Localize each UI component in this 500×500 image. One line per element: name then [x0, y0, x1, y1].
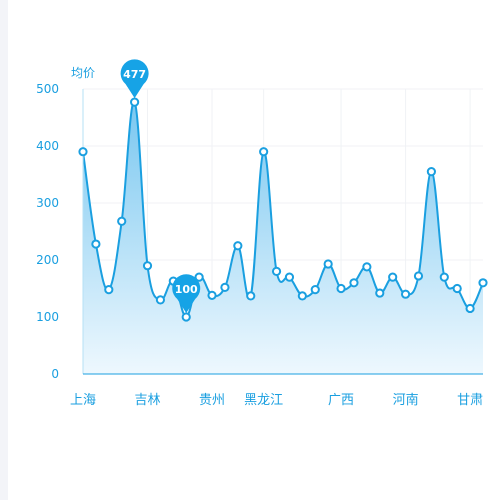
pin-shape	[172, 274, 201, 313]
data-point	[310, 285, 320, 295]
data-point	[142, 261, 153, 271]
data-point	[78, 147, 88, 157]
data-point	[259, 147, 269, 157]
data-point	[426, 167, 436, 177]
data-point	[362, 262, 372, 272]
y-tick-label: 0	[51, 367, 59, 381]
data-point	[439, 272, 449, 282]
y-tick-label: 100	[36, 310, 59, 324]
axes	[82, 89, 483, 375]
data-point	[349, 278, 359, 288]
data-point	[465, 303, 475, 314]
data-point	[336, 283, 346, 294]
data-point	[400, 289, 411, 299]
max-mark-pin: 477	[120, 59, 149, 99]
data-point	[207, 290, 217, 300]
pin-label: 477	[123, 68, 146, 81]
data-point	[194, 272, 204, 282]
y-tick-label: 400	[36, 139, 59, 153]
data-point	[117, 216, 127, 226]
x-tick-label: 贵州	[199, 393, 225, 408]
data-point	[155, 295, 166, 305]
data-point	[220, 282, 230, 292]
x-tick-label: 广西	[328, 393, 354, 408]
data-point	[130, 97, 140, 107]
x-tick-label: 黑龙江	[244, 393, 283, 408]
left-edge-strip	[0, 0, 8, 500]
data-point	[233, 241, 243, 251]
data-point	[413, 271, 424, 281]
y-axis-label: 均价	[71, 66, 95, 80]
tick-labels: 0 100 200 300 400 500 上海 吉林 贵州 黑龙江 广西 河南 甘肃	[36, 82, 483, 408]
data-point	[323, 259, 333, 269]
data-point	[246, 291, 256, 301]
data-point	[104, 285, 114, 295]
data-point	[388, 272, 398, 282]
min-mark-pin: 100	[172, 274, 201, 313]
data-point	[271, 266, 282, 276]
area-fill-layer	[82, 101, 484, 375]
y-tick-label: 200	[36, 253, 59, 267]
data-point	[452, 283, 462, 294]
data-point	[297, 291, 307, 301]
x-tick-label: 吉林	[135, 393, 161, 408]
data-point	[284, 272, 295, 282]
data-points	[78, 97, 488, 322]
x-tick-label: 上海	[70, 393, 96, 408]
y-tick-label: 300	[36, 196, 59, 210]
y-tick-label: 500	[36, 82, 59, 96]
x-tick-label: 河南	[393, 392, 419, 408]
area-fill	[83, 101, 483, 375]
data-point	[478, 278, 488, 288]
x-tick-label: 甘肃	[457, 393, 483, 408]
data-point	[181, 312, 191, 322]
data-point	[375, 288, 385, 298]
pin-shape	[120, 59, 149, 99]
mark-pins: 477 100	[120, 59, 201, 313]
data-point	[91, 239, 101, 249]
pin-label: 100	[175, 283, 198, 296]
